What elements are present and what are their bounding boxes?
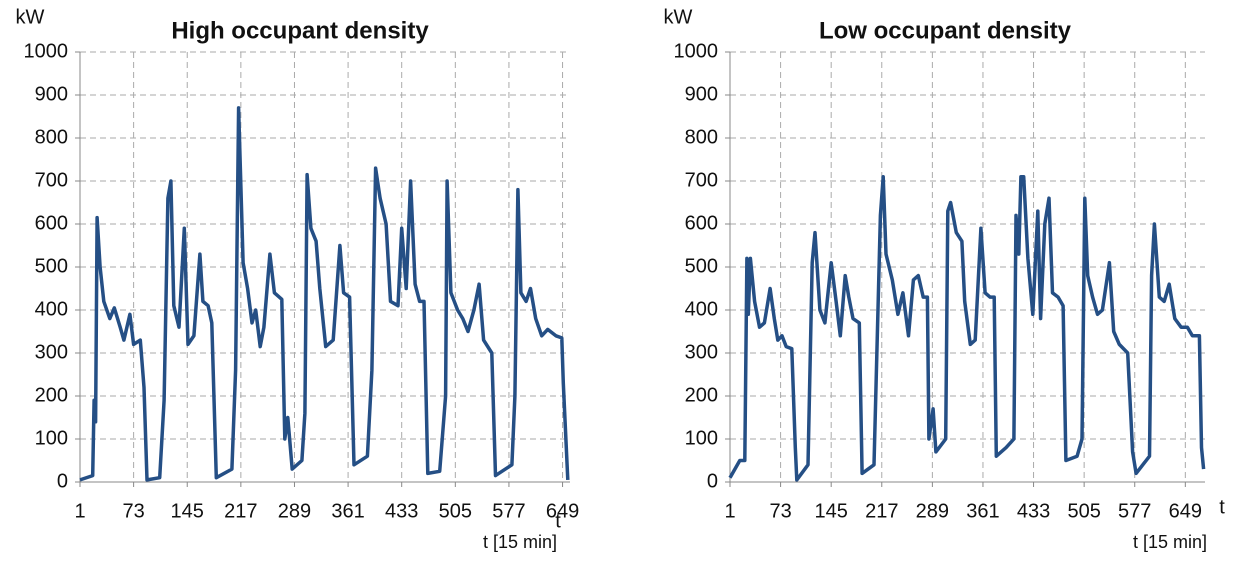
x-axis-label: t [15 min]	[483, 532, 557, 552]
x-tick-label: 289	[916, 500, 949, 522]
x-tick-label: 361	[966, 500, 999, 522]
x-tick-label: 649	[546, 500, 579, 522]
x-axis-end-label: t	[1219, 496, 1225, 518]
x-tick-label: 1	[74, 500, 85, 522]
y-tick-label: 400	[685, 298, 718, 320]
data-line	[79, 106, 570, 482]
y-tick-label: 900	[685, 83, 718, 105]
y-axis-label: kW	[664, 6, 693, 28]
chart-title: High occupant density	[171, 17, 429, 44]
x-tick-label: 433	[1017, 500, 1050, 522]
x-tick-label: 73	[122, 500, 144, 522]
y-tick-label: 500	[35, 255, 68, 277]
x-tick-label: 73	[769, 500, 791, 522]
data-line	[728, 174, 1206, 482]
y-tick-label: 100	[35, 427, 68, 449]
y-tick-label: 300	[685, 341, 718, 363]
x-tick-label: 145	[814, 500, 847, 522]
x-tick-label: 577	[492, 500, 525, 522]
y-tick-label: 0	[57, 470, 68, 492]
x-tick-label: 217	[224, 500, 257, 522]
y-tick-label: 800	[35, 126, 68, 148]
y-tick-label: 0	[707, 470, 718, 492]
x-tick-label: 433	[385, 500, 418, 522]
y-tick-label: 800	[685, 126, 718, 148]
x-tick-label: 505	[439, 500, 472, 522]
chart-title: Low occupant density	[819, 17, 1072, 44]
x-tick-label: 649	[1169, 500, 1202, 522]
y-tick-label: 1000	[24, 40, 69, 62]
x-tick-label: 361	[331, 500, 364, 522]
y-tick-label: 600	[685, 212, 718, 234]
y-tick-label: 1000	[674, 40, 719, 62]
y-tick-label: 200	[35, 384, 68, 406]
y-tick-label: 400	[35, 298, 68, 320]
y-tick-label: 200	[685, 384, 718, 406]
y-tick-label: 100	[685, 427, 718, 449]
x-tick-label: 145	[171, 500, 204, 522]
y-tick-label: 500	[685, 255, 718, 277]
y-tick-label: 600	[35, 212, 68, 234]
x-tick-label: 289	[278, 500, 311, 522]
x-tick-label: 505	[1067, 500, 1100, 522]
y-tick-label: 900	[35, 83, 68, 105]
y-tick-label: 700	[685, 169, 718, 191]
x-tick-label: 217	[865, 500, 898, 522]
x-tick-label: 577	[1118, 500, 1151, 522]
x-axis-end-label: t	[555, 510, 561, 532]
y-tick-label: 300	[35, 341, 68, 363]
y-axis-label: kW	[16, 6, 45, 28]
y-tick-label: 700	[35, 169, 68, 191]
x-axis-label: t [15 min]	[1133, 532, 1207, 552]
x-tick-label: 1	[724, 500, 735, 522]
